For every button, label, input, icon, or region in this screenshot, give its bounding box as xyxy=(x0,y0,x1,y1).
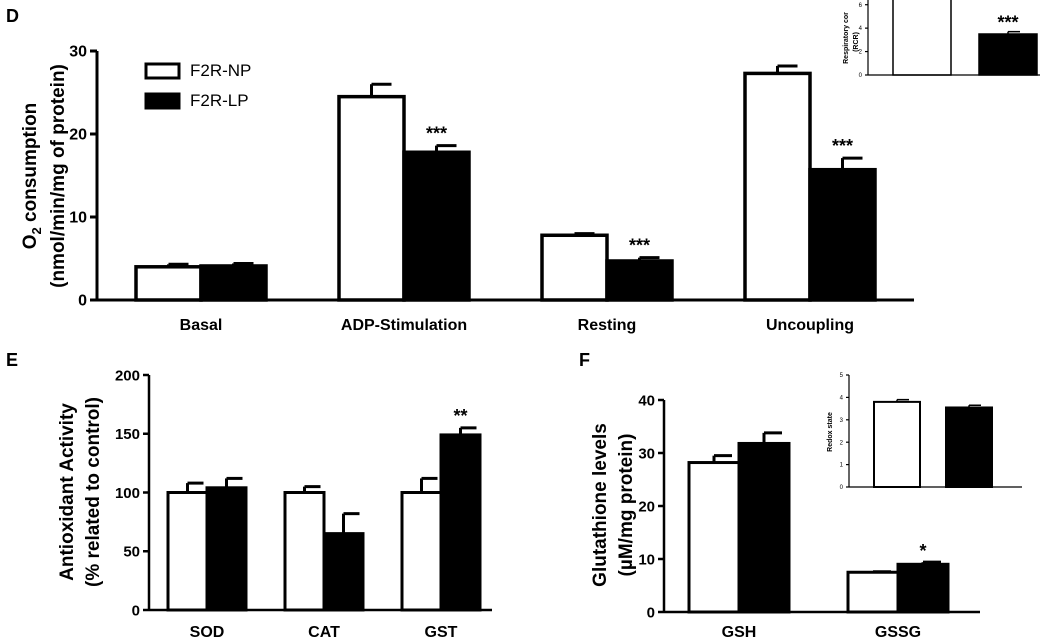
panel-f-significance-1-1: * xyxy=(919,541,926,561)
panel-f-y-tick-label-1: 10 xyxy=(638,551,655,568)
inset-d-y-tick-label-1: 2 xyxy=(859,50,863,56)
panel-f-y-tick-label-0: 0 xyxy=(647,604,655,621)
inset-f-y-tick-label-4: 4 xyxy=(840,396,844,402)
inset-f-y-axis-title: Redox state xyxy=(827,412,834,452)
panel-f-bar-np-1 xyxy=(846,570,900,614)
panel-d-legend: F2R-NP F2R-LP xyxy=(144,61,251,110)
inset-d-bar-lp-0 xyxy=(978,33,1038,76)
legend-swatch-lp xyxy=(144,92,181,110)
panel-e-bar-lp-1 xyxy=(322,532,365,612)
panel-e: E Antioxidant Activity (% related to con… xyxy=(6,350,492,641)
panel-f-bar-lp-1 xyxy=(896,562,950,614)
panel-d: D O2 consumption (nmol/min/mg of protein… xyxy=(6,6,914,334)
panel-d-bar-np-0 xyxy=(134,265,203,302)
legend-label-lp: F2R-LP xyxy=(190,91,249,110)
panel-letter-e: E xyxy=(6,350,18,370)
panel-f-inset: Redox state 0 1 2 3 4 5 xyxy=(827,373,1022,491)
panel-e-category-label-0: SOD xyxy=(190,624,225,641)
panel-f-inset-bars: 0 1 2 3 4 5 xyxy=(840,373,1022,491)
panel-d-y-tick-label-3: 30 xyxy=(69,44,87,61)
panel-d-y-tick-label-1: 10 xyxy=(69,210,87,227)
panel-d-inset-bars: *** 0 2 4 6 xyxy=(859,0,1040,79)
legend-swatch-np xyxy=(144,62,181,80)
panel-f-y-axis-title: Glutathione levels xyxy=(590,423,611,587)
panel-d-y-axis-title-line2: (nmol/min/mg of protein) xyxy=(48,64,69,288)
panel-letter-d: D xyxy=(6,6,19,26)
panel-f-bar-np-0 xyxy=(687,461,741,614)
panel-f-category-label-0: GSH xyxy=(722,624,757,641)
inset-d-significance-1-0: *** xyxy=(997,13,1018,33)
inset-f-bar-np-0 xyxy=(873,400,921,489)
panel-d-bar-np-2 xyxy=(540,233,609,302)
panel-e-bar-lp-2 xyxy=(439,433,482,612)
panel-d-bar-np-1 xyxy=(337,94,406,302)
panel-f: F Glutathione levels (µM/mg protein) GSH… xyxy=(579,350,980,641)
panel-e-significance-1-2: ** xyxy=(453,406,467,426)
panel-e-bar-np-2 xyxy=(400,491,443,612)
panel-d-y-tick-label-0: 0 xyxy=(78,293,87,310)
panel-e-y-axis-title-line2: (% related to control) xyxy=(83,397,104,587)
inset-f-bar-lp-0 xyxy=(945,406,993,489)
panel-e-y-tick-label-1: 50 xyxy=(123,544,140,561)
inset-d-y-axis-title-line2: (RCR) xyxy=(853,32,860,52)
panel-d-bar-lp-2 xyxy=(605,259,674,302)
inset-f-y-tick-label-3: 3 xyxy=(840,418,844,424)
panel-d-bar-lp-0 xyxy=(199,264,268,302)
panel-d-category-label-2: Resting xyxy=(578,317,637,334)
panel-d-y-axis-title: O2 consumption xyxy=(20,103,44,250)
panel-d-y-tick-label-2: 20 xyxy=(69,127,87,144)
panel-e-category-label-2: GST xyxy=(425,624,458,641)
panel-e-y-tick-label-4: 200 xyxy=(115,367,140,384)
inset-d-y-axis-title: Respiratory cor xyxy=(843,12,850,64)
panel-f-bar-lp-0 xyxy=(737,441,791,614)
panel-d-significance-1-1: *** xyxy=(426,124,447,144)
panel-d-significance-1-2: *** xyxy=(629,236,650,256)
panel-d-significance-1-3: *** xyxy=(832,136,853,156)
panel-d-bar-lp-3 xyxy=(808,167,877,302)
inset-f-y-tick-label-0: 0 xyxy=(840,485,844,491)
panel-d-bar-lp-1 xyxy=(402,150,471,302)
inset-d-bar-np-0 xyxy=(892,0,952,76)
panel-d-bar-np-3 xyxy=(743,71,812,302)
panel-e-category-label-1: CAT xyxy=(308,624,340,641)
inset-d-y-tick-label-2: 4 xyxy=(859,26,863,32)
inset-f-y-tick-label-1: 1 xyxy=(840,463,844,469)
panel-f-y-tick-label-3: 30 xyxy=(638,445,655,462)
panel-e-y-axis-title: Antioxidant Activity xyxy=(57,403,78,581)
panel-d-y-axis-title-subscript: 2 xyxy=(29,227,44,234)
panel-d-inset: Respiratory cor (RCR) *** 0 2 4 6 xyxy=(843,0,1040,79)
panel-e-bar-np-1 xyxy=(283,491,326,612)
legend-label-np: F2R-NP xyxy=(190,61,251,80)
panel-f-y-tick-label-2: 20 xyxy=(638,498,655,515)
panel-d-y-axis-title-main: O xyxy=(20,235,41,250)
inset-d-y-tick-label-0: 0 xyxy=(859,73,863,79)
inset-d-y-tick-label-3: 6 xyxy=(859,3,863,9)
panel-e-y-tick-label-3: 150 xyxy=(115,426,140,443)
panel-e-bar-np-0 xyxy=(166,491,209,612)
inset-f-y-tick-label-2: 2 xyxy=(840,440,844,446)
panel-d-category-label-3: Uncoupling xyxy=(766,317,854,334)
panel-f-category-label-1: GSSG xyxy=(875,624,921,641)
panel-d-y-axis-title-rest: consumption xyxy=(20,103,41,228)
panel-e-y-tick-label-2: 100 xyxy=(115,485,140,502)
panel-e-bar-lp-0 xyxy=(205,486,248,612)
panel-d-category-label-1: ADP-Stimulation xyxy=(341,317,467,334)
panel-d-category-label-0: Basal xyxy=(180,317,223,334)
panel-d-bars: Basal *** ADP-Stimulation *** Resting *** Unco… xyxy=(69,44,914,334)
panel-f-y-axis-title-line2: (µM/mg protein) xyxy=(616,434,637,577)
panel-f-y-tick-label-4: 40 xyxy=(638,392,655,409)
panel-e-y-tick-label-0: 0 xyxy=(132,602,140,619)
panel-letter-f: F xyxy=(579,350,590,370)
panel-e-bars: SOD CAT ** GST 0 50 100 150 200 xyxy=(115,367,492,641)
inset-f-y-tick-label-5: 5 xyxy=(840,373,844,379)
